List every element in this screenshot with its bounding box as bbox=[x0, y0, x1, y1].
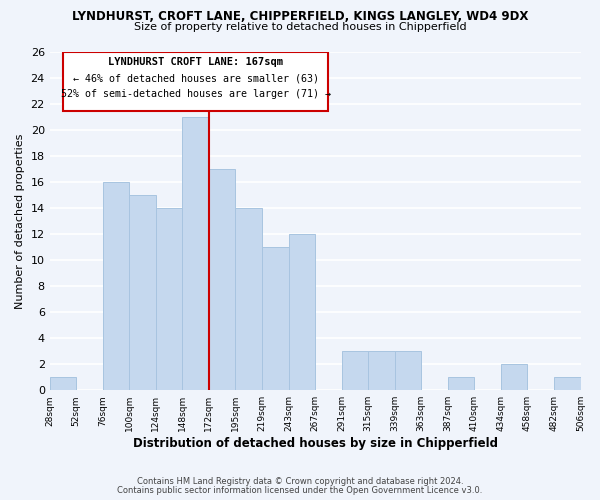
Bar bbox=[368, 351, 395, 390]
Bar bbox=[182, 116, 209, 390]
Bar bbox=[448, 377, 475, 390]
Bar bbox=[129, 195, 156, 390]
Text: ← 46% of detached houses are smaller (63): ← 46% of detached houses are smaller (63… bbox=[73, 74, 319, 84]
Bar bbox=[289, 234, 315, 390]
Y-axis label: Number of detached properties: Number of detached properties bbox=[15, 133, 25, 308]
Bar bbox=[341, 351, 368, 390]
Text: Contains HM Land Registry data © Crown copyright and database right 2024.: Contains HM Land Registry data © Crown c… bbox=[137, 478, 463, 486]
Text: Contains public sector information licensed under the Open Government Licence v3: Contains public sector information licen… bbox=[118, 486, 482, 495]
Bar bbox=[501, 364, 527, 390]
Bar bbox=[262, 247, 289, 390]
Bar bbox=[395, 351, 421, 390]
Text: LYNDHURST CROFT LANE: 167sqm: LYNDHURST CROFT LANE: 167sqm bbox=[108, 58, 283, 68]
FancyBboxPatch shape bbox=[63, 52, 328, 112]
Bar bbox=[156, 208, 182, 390]
Text: Size of property relative to detached houses in Chipperfield: Size of property relative to detached ho… bbox=[134, 22, 466, 32]
Bar bbox=[554, 377, 581, 390]
Bar bbox=[235, 208, 262, 390]
X-axis label: Distribution of detached houses by size in Chipperfield: Distribution of detached houses by size … bbox=[133, 437, 497, 450]
Text: 52% of semi-detached houses are larger (71) →: 52% of semi-detached houses are larger (… bbox=[61, 90, 331, 100]
Bar bbox=[209, 168, 235, 390]
Bar bbox=[50, 377, 76, 390]
Bar bbox=[103, 182, 129, 390]
Text: LYNDHURST, CROFT LANE, CHIPPERFIELD, KINGS LANGLEY, WD4 9DX: LYNDHURST, CROFT LANE, CHIPPERFIELD, KIN… bbox=[72, 10, 528, 23]
